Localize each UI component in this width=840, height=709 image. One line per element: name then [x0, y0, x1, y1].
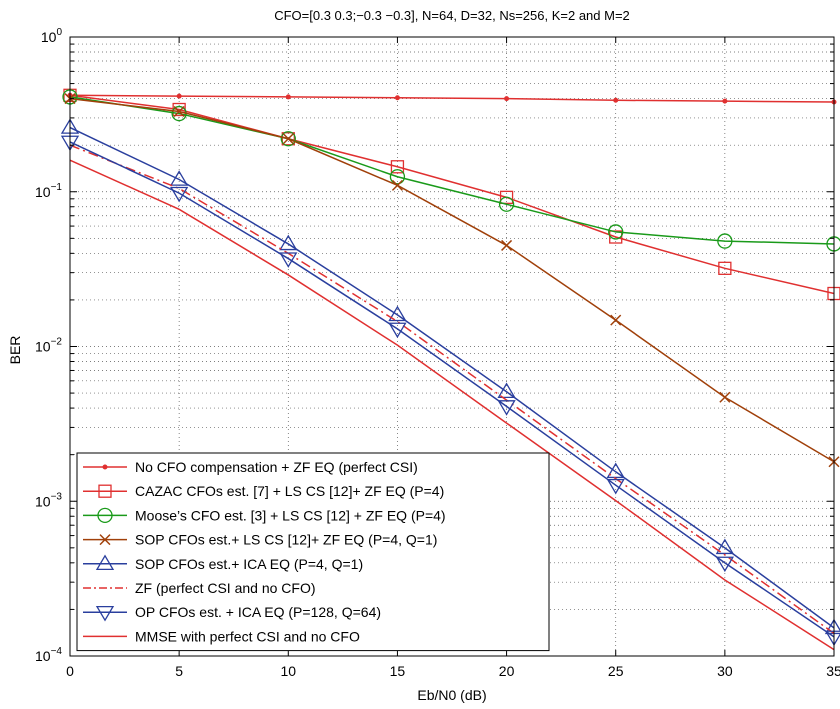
data-point — [499, 190, 514, 205]
legend-marker — [97, 507, 113, 524]
legend-item: MMSE with perfect CSI and no CFO — [83, 628, 360, 644]
data-point — [606, 462, 625, 479]
legend-label: CAZAC CFOs est. [7] + LS CS [12]+ ZF EQ … — [135, 483, 444, 499]
y-tick-label: 10−1 — [35, 182, 62, 200]
data-point — [390, 160, 405, 174]
legend-marker — [95, 554, 115, 571]
legend-marker — [102, 464, 108, 470]
data-point — [719, 391, 731, 403]
x-tick-label: 0 — [66, 663, 74, 679]
data-point — [718, 261, 732, 275]
legend: No CFO compensation + ZF EQ (perfect CSI… — [76, 452, 550, 652]
series-line — [69, 96, 835, 245]
data-point — [608, 224, 624, 240]
y-tick-label: 10−2 — [35, 337, 62, 355]
axis-ticks: 0 5 10 15 20 25 30 35 100 10−1 10−2 10−3 10−4 — [35, 27, 840, 679]
plot-series — [60, 88, 840, 651]
legend-item: SOP CFOs est.+ ICA EQ (P=4, Q=1) — [83, 554, 363, 572]
legend-item: SOP CFOs est.+ LS CS [12]+ ZF EQ (P=4, Q… — [83, 532, 437, 548]
legend-label: No CFO compensation + ZF EQ (perfect CSI… — [135, 459, 418, 475]
series-1 — [67, 92, 837, 105]
data-point — [715, 556, 734, 573]
series-6 — [69, 144, 835, 634]
legend-label: ZF (perfect CSI and no CFO) — [135, 580, 316, 596]
x-tick-label: 25 — [608, 663, 624, 679]
data-point — [394, 95, 400, 101]
data-point — [613, 97, 619, 103]
x-axis-label: Eb/N0 (dB) — [417, 687, 486, 703]
chart-title: CFO=[0.3 0.3;−0.3 −0.3], N=64, D=32, Ns=… — [274, 8, 630, 23]
data-point — [501, 239, 513, 251]
data-point — [498, 196, 515, 212]
x-tick-label: 10 — [280, 663, 296, 679]
data-point — [279, 234, 298, 251]
series-line — [69, 126, 835, 629]
data-point — [281, 132, 295, 146]
data-point — [388, 305, 407, 322]
data-point — [388, 322, 407, 339]
legend-marker — [95, 605, 115, 622]
legend-item: No CFO compensation + ZF EQ (perfect CSI… — [83, 459, 418, 475]
series-line — [69, 141, 835, 638]
legend-item: OP CFOs est. + ICA EQ (P=128, Q=64) — [83, 604, 381, 622]
legend-label: OP CFOs est. + ICA EQ (P=128, Q=64) — [135, 604, 381, 620]
legend-item: CAZAC CFOs est. [7] + LS CS [12]+ ZF EQ … — [83, 483, 444, 499]
legend-label: SOP CFOs est.+ LS CS [12]+ ZF EQ (P=4, Q… — [135, 532, 437, 548]
x-tick-label: 30 — [717, 663, 733, 679]
data-point — [609, 230, 623, 244]
data-point — [497, 382, 516, 399]
series-8 — [69, 159, 835, 651]
data-point — [391, 179, 403, 191]
y-axis-label: BER — [7, 336, 23, 365]
data-point — [497, 400, 516, 416]
legend-item: ZF (perfect CSI and no CFO) — [83, 580, 316, 596]
x-tick-label: 15 — [390, 663, 406, 679]
data-point — [722, 98, 728, 104]
legend-label: SOP CFOs est.+ ICA EQ (P=4, Q=1) — [135, 556, 363, 572]
x-tick-label: 35 — [826, 663, 840, 679]
data-point — [282, 133, 294, 145]
legend-box — [76, 452, 550, 652]
series-line — [69, 97, 835, 463]
data-point — [389, 169, 406, 185]
series-5 — [60, 118, 840, 635]
data-point — [285, 94, 291, 100]
y-tick-label: 10−4 — [35, 646, 62, 664]
legend-label: Moose’s CFO est. [3] + LS CS [12] + ZF E… — [135, 507, 446, 523]
y-tick-label: 100 — [41, 27, 63, 45]
data-point — [715, 538, 734, 555]
data-point — [279, 252, 298, 268]
data-point — [280, 131, 296, 147]
series-line — [69, 144, 835, 634]
series-line — [69, 159, 835, 651]
data-point — [606, 478, 625, 495]
data-point — [504, 96, 510, 102]
series-3 — [62, 89, 840, 252]
legend-marker — [99, 534, 111, 546]
data-point — [170, 170, 189, 186]
data-point — [170, 186, 189, 203]
x-tick-label: 5 — [175, 663, 183, 679]
series-4 — [64, 93, 840, 468]
legend-item: Moose’s CFO est. [3] + LS CS [12] + ZF E… — [83, 507, 446, 523]
series-line — [69, 94, 835, 103]
legend-label: MMSE with perfect CSI and no CFO — [135, 628, 360, 644]
y-tick-label: 10−3 — [35, 491, 62, 509]
data-point — [173, 105, 185, 118]
data-point — [610, 314, 622, 326]
grid — [69, 37, 835, 657]
data-point — [717, 233, 733, 249]
data-point — [176, 93, 182, 99]
legend-marker — [98, 484, 112, 498]
series-line — [69, 94, 835, 295]
x-tick-label: 20 — [499, 663, 515, 679]
